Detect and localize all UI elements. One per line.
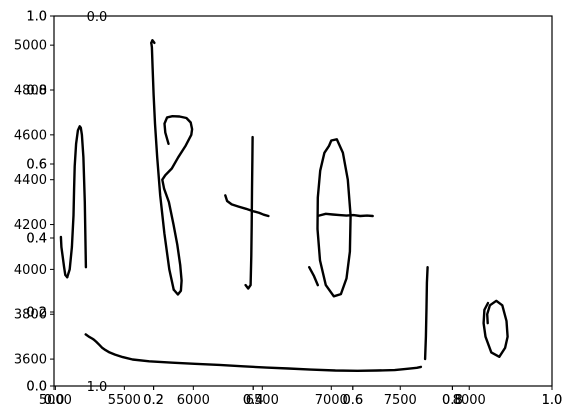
x-tick-label-overlay_a-4: 0.8 (442, 393, 463, 408)
y-tick-label-overlay_b-1: 0.2 (26, 306, 47, 321)
x-tick-label-primary-4: 7000 (315, 393, 348, 408)
ink-stroke-plus-horizontal (224, 194, 270, 218)
y-tick-label-primary-3: 4200 (14, 218, 47, 233)
ink-stroke-beta-bowls (161, 114, 194, 296)
y-tick-label-overlay_b-4: 0.8 (26, 84, 47, 99)
axes: 5000 5500 6000 6500 7000 7500 8000 3600 3800 4000… (14, 10, 562, 409)
x-tick-label-overlay_b-1: 0.2 (143, 393, 164, 408)
x-tick-label-overlay_b-5: 1.0 (542, 393, 563, 408)
ink-stroke-one (423, 266, 429, 361)
x-tick-label-primary-6: 8000 (453, 393, 486, 408)
x-tick-label-primary-3: 6500 (246, 393, 279, 408)
overlay-top-label: 0.0 (87, 10, 108, 25)
y-tick-label-overlay_a-4: 0.8 (26, 84, 47, 99)
ink-stroke-zero (482, 299, 509, 358)
x-tick-label-overlay_a-1: 0.2 (143, 393, 164, 408)
y-tick-label-primary-4: 4400 (14, 173, 47, 188)
ink-stroke-beta-top (150, 39, 156, 45)
y-tick-label-primary-1: 3800 (14, 308, 47, 323)
ink-stroke-theta-loop (316, 138, 352, 298)
ink-stroke-beta-stem (150, 41, 175, 291)
y-tick-label-overlay_a-3: 0.6 (26, 158, 47, 173)
y-tick-label-overlay_a-5: 1.0 (26, 10, 47, 25)
y-tick-label-overlay_b-3: 0.6 (26, 158, 47, 173)
x-tick-label-overlay_a-0: 0.0 (44, 393, 65, 408)
x-tick-label-primary-5: 7500 (384, 393, 417, 408)
ink-stroke-theta-hook (308, 266, 319, 287)
y-tick-label-overlay_a-1: 0.2 (26, 306, 47, 321)
y-tick-label-overlay_b-0: 0.0 (26, 380, 47, 395)
x-tick-label-primary-0: 5000 (39, 393, 72, 408)
handwriting-ink (59, 39, 509, 372)
overlay-bottom-label: 1.0 (87, 380, 108, 395)
y-tick-label-overlay_a-0: 0.0 (26, 380, 47, 395)
y-tick-label-primary-7: 5000 (14, 39, 47, 54)
ink-stroke-tick-tail (59, 235, 69, 279)
ink-stroke-sqrt-stroke (84, 333, 423, 372)
ink-stroke-theta-bar (317, 212, 374, 218)
plot-frame (53, 15, 553, 387)
y-tick-label-overlay_b-2: 0.4 (26, 232, 47, 247)
x-tick-label-primary-1: 5500 (108, 393, 141, 408)
x-tick-label-overlay_a-2: 0.4 (243, 393, 264, 408)
ink-stroke-plus-vertical (244, 135, 254, 290)
y-tick-label-primary-0: 3600 (14, 353, 47, 368)
y-tick-label-primary-2: 4000 (14, 263, 47, 278)
x-tick-label-overlay_a-5: 1.0 (542, 393, 563, 408)
ink-stroke-sqrt-hook (65, 125, 88, 279)
x-tick-label-overlay_b-0: 0.0 (44, 393, 65, 408)
y-tick-label-primary-5: 4600 (14, 128, 47, 143)
y-tick-label-overlay_a-2: 0.4 (26, 232, 47, 247)
x-tick-label-overlay_b-4: 0.8 (442, 393, 463, 408)
x-tick-label-overlay_b-2: 0.4 (243, 393, 264, 408)
x-tick-label-primary-2: 6000 (177, 393, 210, 408)
x-tick-label-overlay_b-3: 0.6 (342, 393, 363, 408)
y-tick-label-overlay_b-5: 1.0 (26, 10, 47, 25)
y-tick-label-primary-6: 4800 (14, 84, 47, 99)
x-tick-label-overlay_a-3: 0.6 (342, 393, 363, 408)
